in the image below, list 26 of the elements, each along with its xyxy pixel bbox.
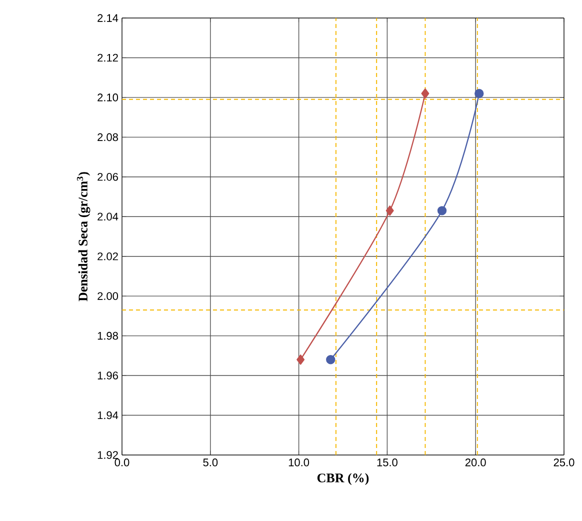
y-tick-label: 2.08: [98, 133, 118, 142]
y-tick-label: 1.92: [98, 451, 118, 459]
x-tick-label: 25.0: [554, 458, 574, 466]
x-tick-label: 10.0: [288, 458, 310, 466]
point: [296, 354, 305, 365]
point: [421, 88, 430, 99]
point: [474, 88, 484, 98]
point: [326, 355, 336, 364]
x-tick-label: 5.0: [203, 458, 218, 466]
y-tick-label: 2.04: [98, 212, 118, 221]
y-tick-label: 2.12: [98, 54, 118, 62]
x-axis-title: CBR (%): [317, 473, 369, 485]
y-tick-label: 2.06: [98, 173, 118, 181]
y-axis-title: Densidad Seca (gr/cm$^{3}$): [76, 172, 90, 302]
x-tick-label: 20.0: [465, 458, 486, 466]
x-tick-label: 15.0: [377, 458, 398, 466]
y-tick-label: 1.96: [98, 372, 118, 380]
y-tick-label: 2.10: [98, 94, 118, 102]
x-tick-label: 0.0: [114, 458, 130, 466]
point: [386, 206, 394, 216]
y-tick-label: 1.98: [98, 332, 118, 340]
y-tick-label: 1.94: [98, 411, 118, 420]
y-tick-label: 2.14: [98, 14, 118, 22]
y-tick-label: 2.00: [98, 292, 118, 300]
y-tick-label: 2.02: [98, 252, 118, 260]
point: [437, 206, 447, 216]
